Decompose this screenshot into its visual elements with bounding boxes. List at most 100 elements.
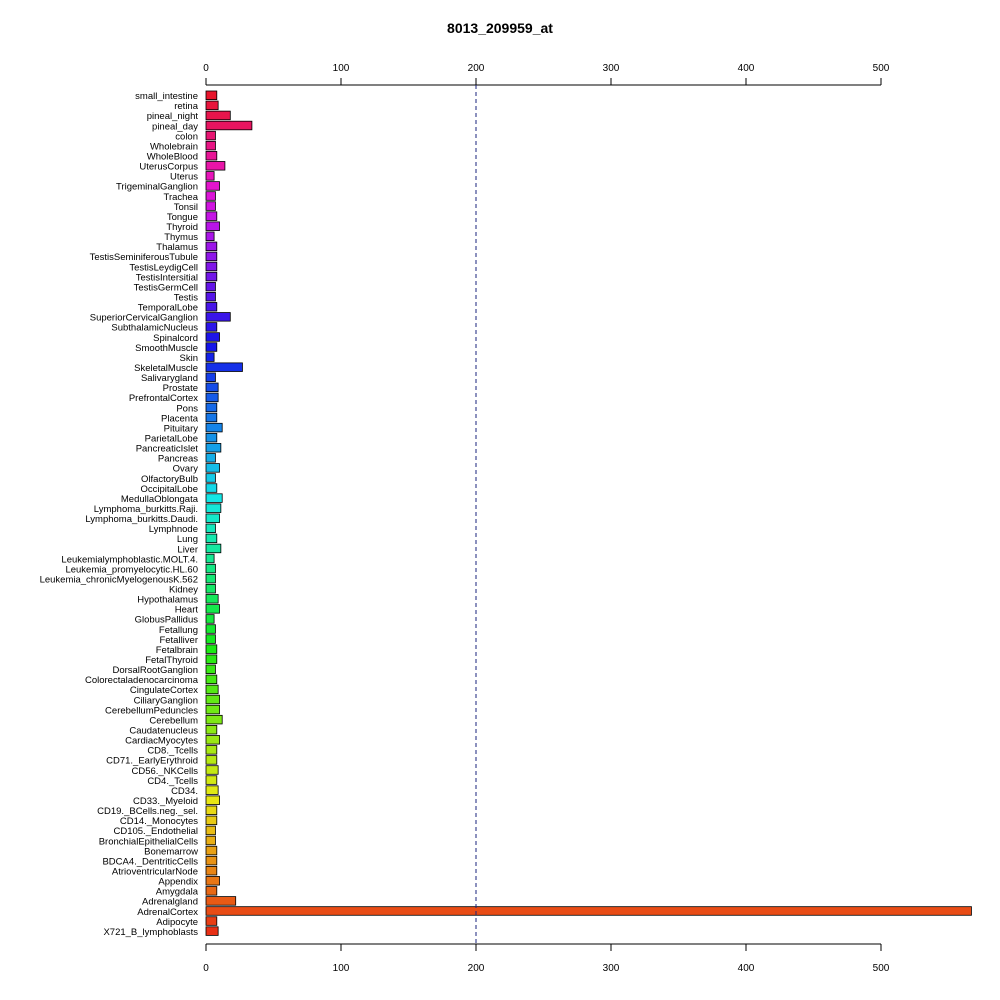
bar-Fetalbrain	[205, 644, 218, 654]
bar-Uterus	[205, 171, 215, 181]
bar-TestisLeydigCell	[205, 261, 218, 272]
tick-label: 200	[468, 963, 485, 974]
bar-Amygdala	[205, 886, 218, 896]
category-label: Tongue	[167, 212, 198, 223]
bar-Leukemia_chronicMyelogenousK.562	[205, 573, 216, 584]
bar-CD8._Tcells	[205, 745, 218, 755]
category-label: Fetalliver	[159, 635, 198, 646]
tick-label: 0	[203, 63, 209, 74]
category-label: Heart	[175, 605, 199, 616]
bar-Wholebrain	[205, 140, 216, 151]
bar-AdrenalCortex	[205, 906, 972, 916]
category-label: Wholebrain	[150, 141, 198, 152]
category-label: Ovary	[173, 464, 199, 475]
tick-label: 100	[333, 963, 350, 974]
category-label: DorsalRootGanglion	[112, 665, 198, 676]
bar-BronchialEpithelialCells	[205, 835, 216, 846]
bar-Pituitary	[205, 422, 223, 433]
category-label: pineal_night	[147, 111, 199, 122]
bar-CD105._Endothelial	[205, 825, 216, 836]
bar-Appendix	[205, 876, 220, 886]
bar-Placenta	[205, 412, 218, 423]
bar-FetalThyroid	[205, 654, 218, 664]
bar-Lymphnode	[205, 523, 216, 534]
category-label: Cerebellum	[149, 715, 198, 726]
category-label: Skin	[180, 353, 198, 364]
category-label: Leukemia_promyelocytic.HL.60	[65, 564, 198, 575]
category-label: CD105._Endothelial	[113, 826, 198, 837]
category-label: Colorectaladenocarcinoma	[85, 675, 199, 686]
bar-AtrioventricularNode	[205, 865, 218, 876]
bar-CD56._NKCells	[205, 765, 219, 775]
bar-X721_B_lymphoblasts	[205, 926, 219, 936]
bar-MedullaOblongata	[205, 493, 223, 503]
category-label: Thalamus	[156, 242, 198, 253]
category-label: AdrenalCortex	[137, 907, 198, 918]
category-label: UterusCorpus	[139, 162, 198, 173]
bar-CD34.	[205, 785, 219, 795]
category-label: Appendix	[158, 877, 198, 888]
category-label: Amygdala	[156, 887, 199, 898]
category-label: Bonemarrow	[144, 846, 198, 857]
tick-label: 200	[468, 63, 485, 74]
category-label: AtrioventricularNode	[112, 866, 198, 877]
category-label: X721_B_lymphoblasts	[103, 927, 198, 938]
category-label: retina	[174, 101, 198, 112]
bar-TestisIntersitial	[205, 271, 218, 282]
bar-Heart	[205, 604, 220, 614]
bar-CD71._EarlyErythroid	[205, 755, 218, 765]
bar-TestisGermCell	[205, 281, 216, 292]
bar-CD14._Monocytes	[205, 815, 218, 826]
bar-OlfactoryBulb	[205, 473, 216, 483]
bar-CD19._BCells.neg._sel.	[205, 805, 218, 815]
bar-Cerebellum	[205, 714, 223, 725]
category-label: Prostate	[163, 383, 198, 394]
category-label: TemporalLobe	[138, 303, 198, 314]
category-label: Lymphnode	[149, 524, 198, 535]
category-label: SkeletalMuscle	[134, 363, 198, 374]
bottom-axis: 0 100 200 300 400 500	[203, 943, 890, 974]
category-label: CD14._Monocytes	[120, 816, 198, 827]
category-label: CerebellumPeduncles	[105, 705, 198, 716]
bar-pineal_day	[205, 120, 253, 131]
bar-SubthalamicNucleus	[205, 322, 218, 332]
category-label: Leukemia_chronicMyelogenousK.562	[40, 574, 198, 585]
bar-Kidney	[205, 584, 216, 594]
category-label: CardiacMyocytes	[125, 736, 198, 747]
category-label: Lung	[177, 534, 198, 545]
chart-title: 8013_209959_at	[447, 20, 553, 36]
tick-label: 300	[603, 63, 620, 74]
bar-CardiacMyocytes	[205, 735, 220, 745]
category-label: CD34.	[171, 786, 198, 797]
tick-label: 400	[738, 963, 755, 974]
bar-Fetalliver	[205, 634, 216, 644]
bar-BDCA4._DentriticCells	[205, 855, 218, 866]
bar-ParietalLobe	[205, 432, 218, 443]
category-label: small_intestine	[135, 91, 198, 102]
category-label: Pons	[176, 403, 198, 414]
category-label: Adrenalgland	[142, 897, 198, 908]
bar-PrefrontalCortex	[205, 392, 219, 403]
category-label: Pancreas	[158, 454, 198, 465]
category-label: OccipitalLobe	[140, 484, 198, 495]
category-label: OlfactoryBulb	[141, 474, 198, 485]
category-label: Hypothalamus	[137, 595, 198, 606]
bar-colon	[205, 130, 216, 141]
bar-DorsalRootGanglion	[205, 664, 216, 674]
bar-CerebellumPeduncles	[205, 704, 220, 715]
category-label: TrigeminalGanglion	[116, 182, 198, 193]
category-label: Trachea	[164, 192, 199, 203]
category-label: GlobusPallidus	[135, 615, 199, 626]
bar-SuperiorCervicalGanglion	[205, 312, 231, 322]
category-label: Liver	[177, 544, 198, 555]
category-label: CD4._Tcells	[147, 776, 198, 787]
bars-group	[205, 90, 972, 936]
bar-Lymphoma_burkitts.Raji.	[205, 503, 222, 513]
category-label: FetalThyroid	[145, 655, 198, 666]
category-label: SuperiorCervicalGanglion	[90, 313, 198, 324]
category-label: PrefrontalCortex	[129, 393, 198, 404]
bar-Salivarygland	[205, 372, 216, 382]
bar-TrigeminalGanglion	[205, 181, 220, 191]
category-label: Testis	[174, 293, 199, 304]
bar-CiliaryGanglion	[205, 694, 220, 705]
